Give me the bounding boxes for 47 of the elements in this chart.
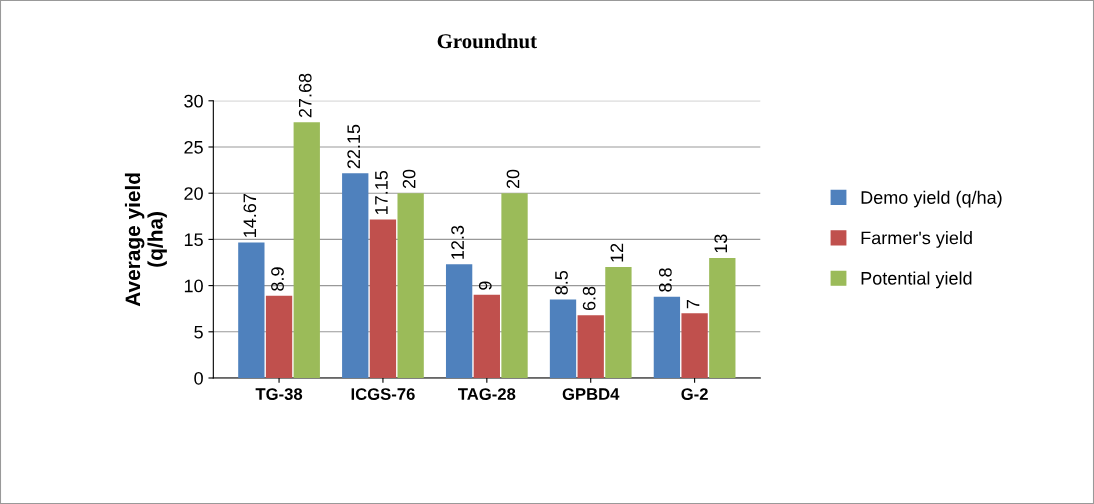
bar [709, 257, 736, 378]
y-tick-label: 5 [194, 325, 203, 339]
chart-title: Groundnut [437, 33, 537, 49]
data-label: 22.15 [347, 124, 361, 169]
data-label: 27.68 [298, 73, 312, 118]
data-label: 20 [402, 169, 416, 189]
bar [342, 173, 369, 378]
data-label: 7 [686, 300, 700, 309]
bar [293, 122, 320, 378]
y-tick-label: 0 [194, 371, 203, 385]
y-tick-label: 30 [184, 94, 203, 108]
y-tick-label: 20 [184, 187, 203, 200]
bar [653, 296, 681, 378]
data-label: 6.8 [582, 286, 596, 311]
data-label: 20 [506, 169, 520, 189]
y-tick-label: 25 [184, 140, 203, 154]
data-label: 8.8 [658, 268, 672, 292]
x-tick-label: ICGS-76 [351, 388, 415, 400]
bar [501, 193, 528, 378]
data-label: 17.15 [375, 170, 388, 214]
bar [605, 267, 632, 378]
legend-label: Demo yield (q/ha) [861, 190, 1002, 208]
legend-label: Farmer's yield [861, 231, 972, 248]
y-tick-label: 10 [184, 279, 203, 293]
x-tick-label: TG-38 [255, 388, 303, 400]
y-axis-title: Average yield (q/ha) [124, 173, 167, 307]
x-tick-label: GPBD4 [562, 388, 620, 400]
bar [549, 299, 577, 378]
bar [369, 219, 397, 378]
bar [577, 315, 604, 378]
x-tick-label: TAG-28 [458, 388, 516, 400]
bar [445, 264, 473, 378]
data-label: 12.3 [451, 225, 464, 259]
bar [238, 242, 265, 378]
bar [681, 313, 708, 378]
data-label: 14.67 [243, 194, 257, 237]
data-label: 12 [610, 243, 624, 262]
y-tick-label: 15 [184, 233, 203, 247]
legend-label: Potential yield [861, 271, 972, 289]
data-label: 8.9 [271, 267, 284, 291]
data-label: 8.5 [555, 270, 568, 295]
x-tick-label: G-2 [681, 388, 708, 400]
data-label: 9 [478, 281, 492, 290]
bar [397, 193, 424, 378]
bar [265, 295, 293, 378]
data-label: 13 [714, 234, 728, 253]
bar [473, 294, 500, 378]
